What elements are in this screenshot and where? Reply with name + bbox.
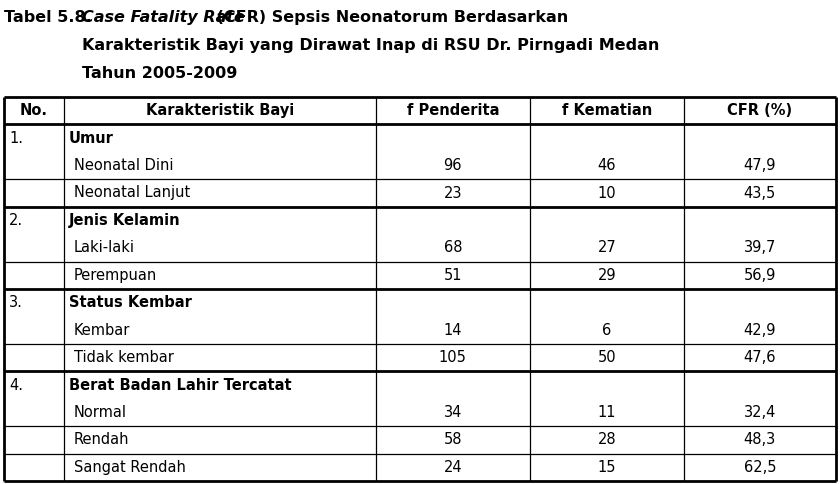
Text: f Kematian: f Kematian	[562, 103, 652, 118]
Text: Umur: Umur	[69, 131, 113, 146]
Text: 1.: 1.	[9, 131, 23, 146]
Text: 32,4: 32,4	[743, 405, 776, 420]
Text: 27: 27	[597, 241, 617, 256]
Text: (CFR) Sepsis Neonatorum Berdasarkan: (CFR) Sepsis Neonatorum Berdasarkan	[211, 10, 568, 25]
Text: f Penderita: f Penderita	[407, 103, 499, 118]
Text: 42,9: 42,9	[743, 323, 776, 338]
Text: 34: 34	[444, 405, 462, 420]
Text: Karakteristik Bayi yang Dirawat Inap di RSU Dr. Pirngadi Medan: Karakteristik Bayi yang Dirawat Inap di …	[82, 38, 659, 53]
Text: Rendah: Rendah	[74, 432, 129, 447]
Text: Jenis Kelamin: Jenis Kelamin	[69, 213, 181, 228]
Text: 39,7: 39,7	[743, 241, 776, 256]
Text: 43,5: 43,5	[743, 185, 776, 200]
Text: 46: 46	[597, 158, 616, 173]
Text: 24: 24	[444, 460, 462, 475]
Text: Tabel 5.8.: Tabel 5.8.	[4, 10, 97, 25]
Text: 28: 28	[597, 432, 616, 447]
Text: 14: 14	[444, 323, 462, 338]
Text: 50: 50	[597, 350, 616, 365]
Text: 47,9: 47,9	[743, 158, 776, 173]
Text: 29: 29	[597, 268, 616, 283]
Text: Sangat Rendah: Sangat Rendah	[74, 460, 186, 475]
Text: 15: 15	[597, 460, 616, 475]
Text: 58: 58	[444, 432, 462, 447]
Text: 4.: 4.	[9, 378, 23, 393]
Text: Neonatal Dini: Neonatal Dini	[74, 158, 173, 173]
Text: Normal: Normal	[74, 405, 127, 420]
Text: 2.: 2.	[9, 213, 24, 228]
Text: Berat Badan Lahir Tercatat: Berat Badan Lahir Tercatat	[69, 378, 291, 393]
Text: 56,9: 56,9	[743, 268, 776, 283]
Text: Kembar: Kembar	[74, 323, 130, 338]
Text: 96: 96	[444, 158, 462, 173]
Text: Laki-laki: Laki-laki	[74, 241, 135, 256]
Text: 23: 23	[444, 185, 462, 200]
Text: 48,3: 48,3	[743, 432, 776, 447]
Text: 105: 105	[439, 350, 467, 365]
Text: 10: 10	[597, 185, 616, 200]
Text: 62,5: 62,5	[743, 460, 776, 475]
Text: Tidak kembar: Tidak kembar	[74, 350, 174, 365]
Text: 6: 6	[602, 323, 612, 338]
Text: 3.: 3.	[9, 295, 23, 310]
Text: 47,6: 47,6	[743, 350, 776, 365]
Text: No.: No.	[20, 103, 48, 118]
Text: 68: 68	[444, 241, 462, 256]
Text: Status Kembar: Status Kembar	[69, 295, 192, 310]
Text: 11: 11	[597, 405, 616, 420]
Text: CFR (%): CFR (%)	[727, 103, 792, 118]
Text: Tahun 2005-2009: Tahun 2005-2009	[82, 66, 238, 81]
Text: Perempuan: Perempuan	[74, 268, 157, 283]
Text: Neonatal Lanjut: Neonatal Lanjut	[74, 185, 190, 200]
Text: Case Fatality Rate: Case Fatality Rate	[82, 10, 245, 25]
Text: 51: 51	[444, 268, 462, 283]
Text: Karakteristik Bayi: Karakteristik Bayi	[146, 103, 294, 118]
